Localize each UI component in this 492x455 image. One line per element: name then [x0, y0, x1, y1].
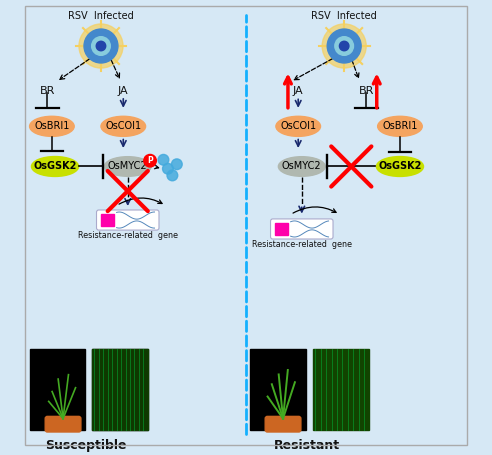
FancyBboxPatch shape [96, 210, 159, 230]
Circle shape [144, 154, 156, 167]
Text: Resistance-related  gene: Resistance-related gene [78, 231, 178, 240]
Text: RSV  Infected: RSV Infected [68, 11, 134, 21]
FancyBboxPatch shape [92, 349, 148, 430]
Text: BR: BR [40, 86, 55, 96]
Text: OsCOI1: OsCOI1 [105, 121, 141, 131]
FancyBboxPatch shape [265, 416, 301, 432]
Ellipse shape [376, 157, 424, 176]
Circle shape [172, 159, 182, 170]
Text: JA: JA [293, 86, 304, 96]
Text: OsGSK2: OsGSK2 [33, 162, 77, 172]
Text: P: P [147, 156, 153, 165]
Ellipse shape [31, 157, 78, 176]
Ellipse shape [101, 116, 146, 136]
Text: OsCOI1: OsCOI1 [280, 121, 316, 131]
Text: Susceptible: Susceptible [45, 439, 127, 452]
FancyBboxPatch shape [250, 349, 306, 430]
Circle shape [322, 24, 366, 68]
Circle shape [92, 37, 110, 56]
Text: Resistant: Resistant [274, 439, 340, 452]
FancyBboxPatch shape [30, 349, 85, 430]
Text: OsBRI1: OsBRI1 [34, 121, 69, 131]
FancyBboxPatch shape [313, 349, 369, 430]
Text: OsGSK2: OsGSK2 [378, 162, 422, 172]
Circle shape [335, 37, 353, 56]
FancyBboxPatch shape [271, 219, 333, 239]
Text: Resistance-related  gene: Resistance-related gene [252, 240, 352, 249]
Circle shape [79, 24, 123, 68]
Bar [275, 223, 288, 234]
Circle shape [327, 29, 361, 63]
Text: OsMYC2: OsMYC2 [108, 162, 148, 172]
FancyBboxPatch shape [45, 416, 81, 432]
Text: JA: JA [118, 86, 128, 96]
Ellipse shape [378, 116, 422, 136]
Ellipse shape [30, 116, 74, 136]
Ellipse shape [276, 116, 320, 136]
Circle shape [84, 29, 118, 63]
Circle shape [96, 41, 106, 51]
Circle shape [167, 170, 178, 181]
Circle shape [158, 154, 169, 165]
Text: BR: BR [359, 86, 374, 96]
Circle shape [339, 41, 349, 51]
Text: OsMYC2: OsMYC2 [282, 162, 322, 172]
Bar [101, 214, 114, 226]
Circle shape [162, 163, 173, 174]
Ellipse shape [104, 157, 151, 176]
Text: OsBRI1: OsBRI1 [382, 121, 418, 131]
Ellipse shape [278, 157, 325, 176]
FancyBboxPatch shape [92, 349, 148, 430]
Text: RSV  Infected: RSV Infected [311, 11, 377, 21]
